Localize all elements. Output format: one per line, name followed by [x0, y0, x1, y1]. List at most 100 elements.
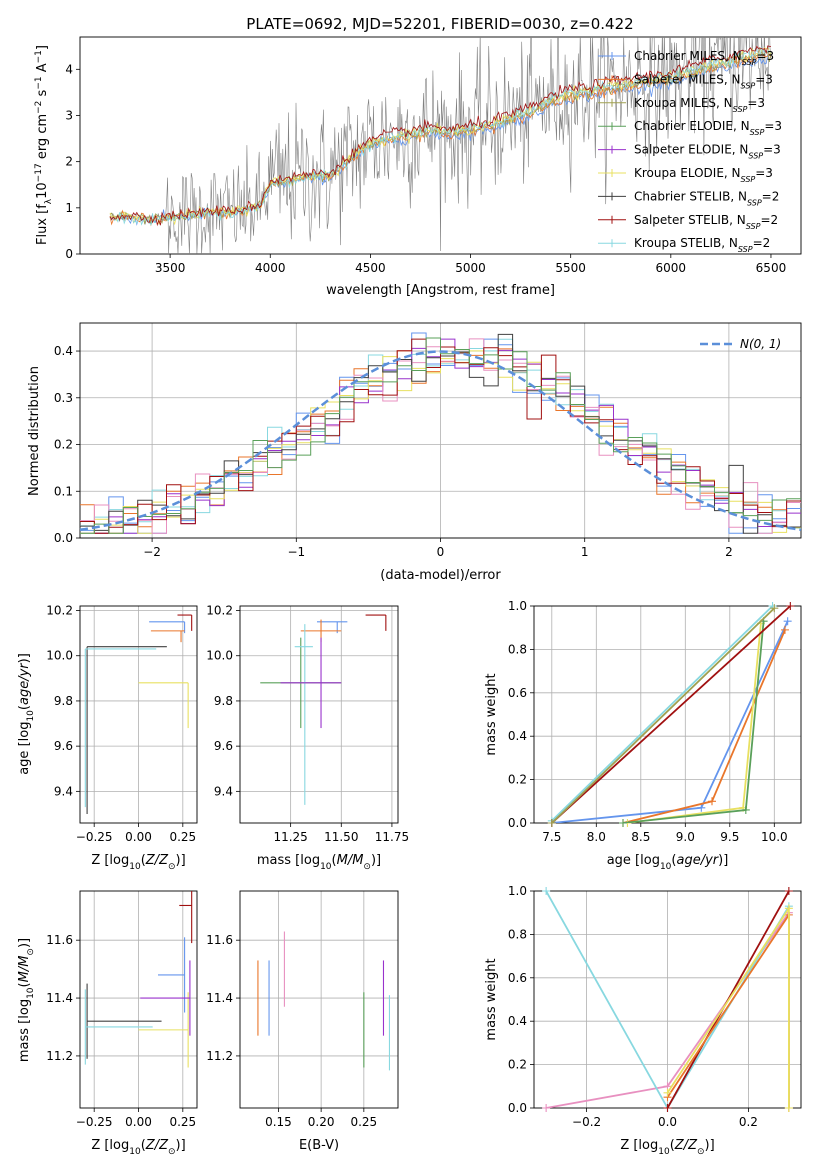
legend-label: Chabrier MILES, NSSP=3 [634, 49, 774, 67]
y-tick-label: 11.4 [46, 991, 73, 1005]
label-part: )] [176, 1138, 186, 1153]
axes: 11.25 11.50 11.75 9.4 9.6 9.8 10.0 10.2 [206, 604, 409, 844]
label-part: −2 [34, 101, 44, 114]
label-part: ( [671, 853, 676, 868]
label-part: Kroupa ELODIE, N [634, 166, 741, 180]
y-tick-label: 0.8 [508, 927, 527, 941]
y-tick-label: 10.2 [46, 604, 73, 618]
series-marker [741, 805, 750, 814]
y-tick-label: 0.0 [508, 816, 527, 830]
y-tick-label: 9.4 [214, 784, 233, 798]
label-part: SSP [738, 245, 753, 254]
x-tick-label: 6500 [756, 261, 787, 275]
axes: 7.5 8.0 8.5 9.0 9.5 10.0 0.0 0.2 0.4 0.6 0.8 1.0 [508, 599, 802, 844]
label-part: age [log [17, 722, 32, 775]
x-tick-label: 9.0 [676, 830, 695, 844]
y-tick-label: 10.0 [206, 649, 233, 663]
x-axis-label: mass [log10(M/M⊙)] [257, 853, 381, 872]
x-tick-label: 0.00 [125, 830, 152, 844]
errorbar-point [365, 614, 387, 631]
x-tick-label: 4500 [355, 261, 386, 275]
label-part: Z [log [91, 1138, 129, 1153]
y-tick-label: 0.2 [508, 773, 527, 787]
axes-frame [239, 890, 399, 1109]
y-tick-label: 10.2 [206, 604, 233, 618]
label-part: ⊙ [363, 862, 371, 872]
series-marker [547, 819, 556, 827]
series-marker [780, 625, 789, 634]
legend-label: Kroupa ELODIE, NSSP=3 [634, 166, 773, 184]
label-part: −17 [34, 163, 44, 182]
x-tick-label: 0 [437, 545, 445, 559]
y-tick-label: 9.8 [54, 694, 73, 708]
figure-title: PLATE=0692, MJD=52201, FIBERID=0030, z=0… [246, 15, 633, 33]
y-tick-label: 0.2 [508, 1058, 527, 1072]
label-part: M/M [337, 853, 364, 868]
series-marker [770, 604, 779, 613]
label-part: =3 [763, 143, 781, 157]
x-tick-label: 5000 [455, 261, 486, 275]
y-tick-label: 0 [65, 247, 73, 261]
x-tick-label: 0.20 [308, 1115, 335, 1129]
y-tick-label: 1 [65, 201, 73, 215]
mass-weight-series [622, 621, 765, 823]
label-part: 10 [320, 862, 332, 872]
label-part: age [log [607, 853, 660, 868]
series-marker [663, 1104, 672, 1112]
label-part: =2 [762, 189, 780, 203]
x-axis-label: (data-model)/error [380, 568, 501, 583]
x-tick-label: 11.50 [324, 830, 358, 844]
axes-frame [79, 36, 802, 255]
series-marker [663, 1088, 672, 1097]
label-part: Z/Z [674, 1138, 698, 1153]
series-marker [542, 1104, 551, 1112]
label-part: ( [17, 705, 32, 710]
x-tick-label: 3500 [155, 261, 186, 275]
y-tick-label: 0.4 [54, 344, 73, 358]
label-part: Salpeter MILES, N [634, 72, 741, 86]
y-tick-label: 3 [65, 108, 73, 122]
x-tick-label: 7.5 [542, 830, 561, 844]
data-spectrum [109, 37, 772, 254]
label-part: ( [670, 1138, 675, 1153]
label-part: SSP [742, 58, 757, 67]
label-part: M/M [17, 956, 32, 983]
label-part: ⊙ [26, 948, 36, 956]
y-tick-label: 0.0 [508, 1101, 527, 1115]
y-tick-label: 0.4 [508, 1014, 527, 1028]
label-part: =3 [764, 119, 782, 133]
axes-frame [79, 605, 198, 824]
label-part: −1 [34, 76, 44, 89]
gaussian-curve [79, 350, 802, 532]
label-part: =3 [755, 72, 773, 86]
x-axis-label: age [log10(age/yr)] [607, 853, 729, 872]
series-marker [784, 887, 793, 895]
label-part: Flux [f [35, 204, 50, 245]
x-tick-label: 0.0 [658, 1115, 677, 1129]
label-part: Normed distribution [27, 366, 42, 496]
y-tick-label: 10.0 [46, 649, 73, 663]
axes: −0.25 0.00 0.25 9.4 9.6 9.8 10.0 10.2 [46, 604, 198, 844]
label-part: SSP [747, 198, 762, 207]
label-part: 10 [129, 1147, 141, 1157]
y-axis-label: age [log10(age/yr)] [17, 653, 36, 775]
label-part: Z [log [620, 1138, 658, 1153]
x-tick-label: −1 [287, 545, 305, 559]
label-part: =2 [760, 213, 778, 227]
axes: −0.2 0.0 0.2 0.0 0.2 0.4 0.6 0.8 1.0 [508, 884, 802, 1129]
label-part: Z/Z [145, 1138, 169, 1153]
model-spectrum [109, 46, 772, 227]
axes-frame [79, 890, 198, 1109]
label-part: 10 [660, 862, 672, 872]
label-part: SSP [733, 104, 748, 113]
label-part: SSP [750, 128, 765, 137]
y-tick-label: 0.1 [54, 484, 73, 498]
label-part: Z/Z [145, 853, 169, 868]
label-part: )] [17, 938, 32, 948]
label-part: SSP [741, 175, 756, 184]
label-part: 10 [658, 1147, 670, 1157]
label-part: ⊙ [168, 862, 176, 872]
label-part: 10 [26, 987, 36, 999]
label-part: ( [332, 853, 337, 868]
